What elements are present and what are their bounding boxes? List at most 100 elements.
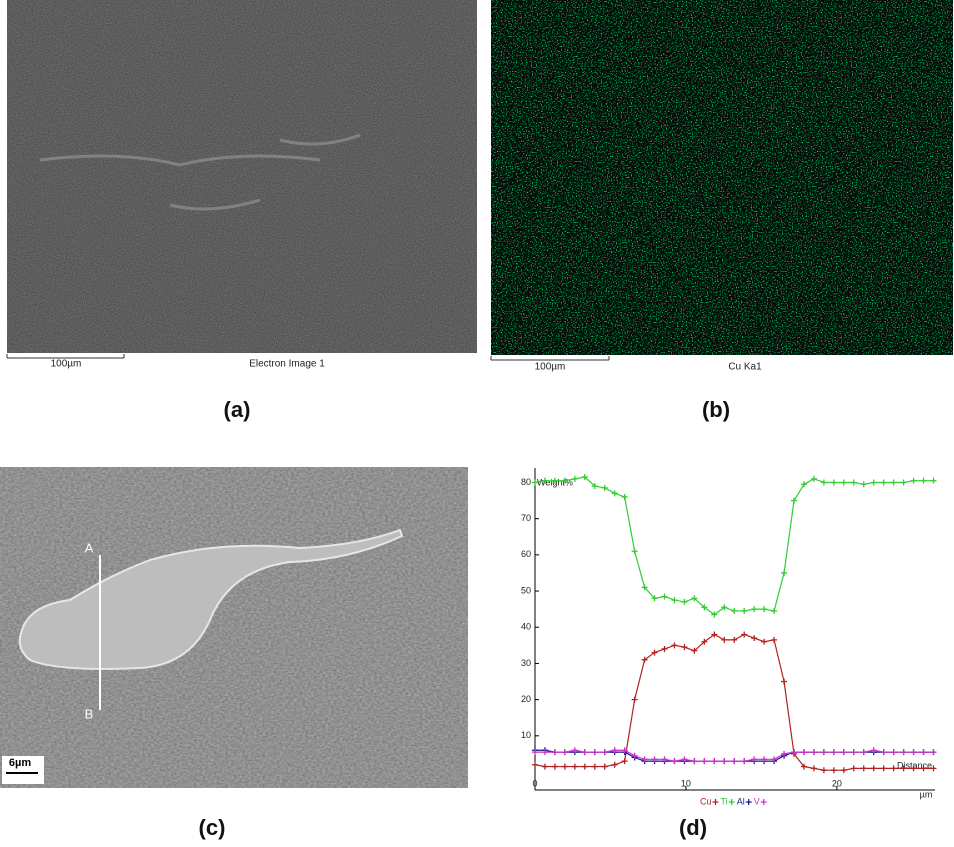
data-point bbox=[731, 758, 737, 764]
data-point bbox=[921, 749, 927, 755]
legend-marker bbox=[729, 799, 735, 805]
data-point bbox=[681, 644, 687, 650]
data-point bbox=[671, 758, 677, 764]
data-point bbox=[801, 749, 807, 755]
data-point bbox=[851, 765, 857, 771]
figure: 100µm Electron Image 1 (a) 100µm Cu Ka1 … bbox=[0, 0, 954, 847]
data-point bbox=[930, 478, 936, 484]
marker-label: B bbox=[85, 706, 94, 721]
data-point bbox=[741, 608, 747, 614]
data-point bbox=[741, 758, 747, 764]
data-point bbox=[612, 490, 618, 496]
data-point bbox=[761, 639, 767, 645]
data-point bbox=[871, 765, 877, 771]
data-point bbox=[731, 608, 737, 614]
x-tick-label: 10 bbox=[681, 778, 691, 788]
data-point bbox=[622, 494, 628, 500]
data-point bbox=[911, 749, 917, 755]
data-point bbox=[582, 749, 588, 755]
legend-label: Cu bbox=[700, 796, 712, 806]
data-point bbox=[622, 758, 628, 764]
data-point bbox=[841, 749, 847, 755]
data-point bbox=[662, 646, 668, 652]
data-point bbox=[771, 608, 777, 614]
data-point bbox=[681, 599, 687, 605]
data-point bbox=[671, 597, 677, 603]
data-point bbox=[781, 570, 787, 576]
legend-label: V bbox=[754, 796, 760, 806]
data-point bbox=[721, 758, 727, 764]
data-point bbox=[881, 479, 887, 485]
data-point bbox=[761, 606, 767, 612]
data-point bbox=[811, 476, 817, 482]
data-point bbox=[602, 749, 608, 755]
legend-marker bbox=[746, 799, 752, 805]
data-point bbox=[771, 637, 777, 643]
data-point bbox=[831, 749, 837, 755]
data-point bbox=[781, 679, 787, 685]
y-tick-label: 10 bbox=[521, 730, 531, 740]
marker-label: A bbox=[85, 540, 94, 555]
data-point bbox=[731, 637, 737, 643]
data-point bbox=[851, 749, 857, 755]
data-point bbox=[542, 764, 548, 770]
data-point bbox=[751, 606, 757, 612]
legend-marker bbox=[713, 799, 719, 805]
data-point bbox=[801, 481, 807, 487]
scale-label: 100µm bbox=[51, 359, 82, 370]
data-point bbox=[881, 765, 887, 771]
legend-label: Al bbox=[737, 796, 745, 806]
panel-label: (c) bbox=[199, 815, 226, 840]
eds-dots bbox=[491, 0, 953, 355]
y-tick-label: 60 bbox=[521, 549, 531, 559]
data-point bbox=[811, 765, 817, 771]
data-point bbox=[831, 767, 837, 773]
sem-texture bbox=[7, 0, 477, 353]
image-caption: Cu Ka1 bbox=[728, 362, 762, 373]
data-point bbox=[711, 758, 717, 764]
data-point bbox=[701, 758, 707, 764]
data-point bbox=[851, 479, 857, 485]
y-tick-label: 70 bbox=[521, 513, 531, 523]
data-point bbox=[841, 479, 847, 485]
data-point bbox=[831, 479, 837, 485]
data-point bbox=[572, 764, 578, 770]
data-point bbox=[891, 765, 897, 771]
panel-label: (d) bbox=[679, 815, 707, 840]
data-point bbox=[881, 749, 887, 755]
scale-label: 100µm bbox=[535, 362, 566, 373]
data-point bbox=[582, 764, 588, 770]
y-tick-label: 80 bbox=[521, 477, 531, 487]
data-point bbox=[671, 642, 677, 648]
data-point bbox=[532, 762, 538, 768]
data-point bbox=[871, 479, 877, 485]
panel-label: (b) bbox=[702, 397, 730, 422]
data-point bbox=[861, 481, 867, 487]
data-point bbox=[721, 637, 727, 643]
data-point bbox=[741, 631, 747, 637]
data-point bbox=[901, 749, 907, 755]
data-point bbox=[662, 593, 668, 599]
data-point bbox=[552, 749, 558, 755]
data-point bbox=[891, 749, 897, 755]
data-point bbox=[911, 478, 917, 484]
data-point bbox=[791, 498, 797, 504]
data-point bbox=[821, 479, 827, 485]
data-point bbox=[552, 764, 558, 770]
image-caption: Electron Image 1 bbox=[249, 359, 325, 370]
data-point bbox=[691, 758, 697, 764]
data-point bbox=[891, 479, 897, 485]
data-point bbox=[592, 749, 598, 755]
legend-marker bbox=[761, 799, 767, 805]
y-tick-label: 20 bbox=[521, 694, 531, 704]
x-axis-label: µm bbox=[920, 789, 933, 799]
y-tick-label: 50 bbox=[521, 585, 531, 595]
data-point bbox=[861, 765, 867, 771]
data-point bbox=[811, 749, 817, 755]
panel-label: (a) bbox=[224, 397, 251, 422]
data-point bbox=[562, 749, 568, 755]
data-point bbox=[861, 749, 867, 755]
data-point bbox=[632, 548, 638, 554]
data-point bbox=[821, 749, 827, 755]
